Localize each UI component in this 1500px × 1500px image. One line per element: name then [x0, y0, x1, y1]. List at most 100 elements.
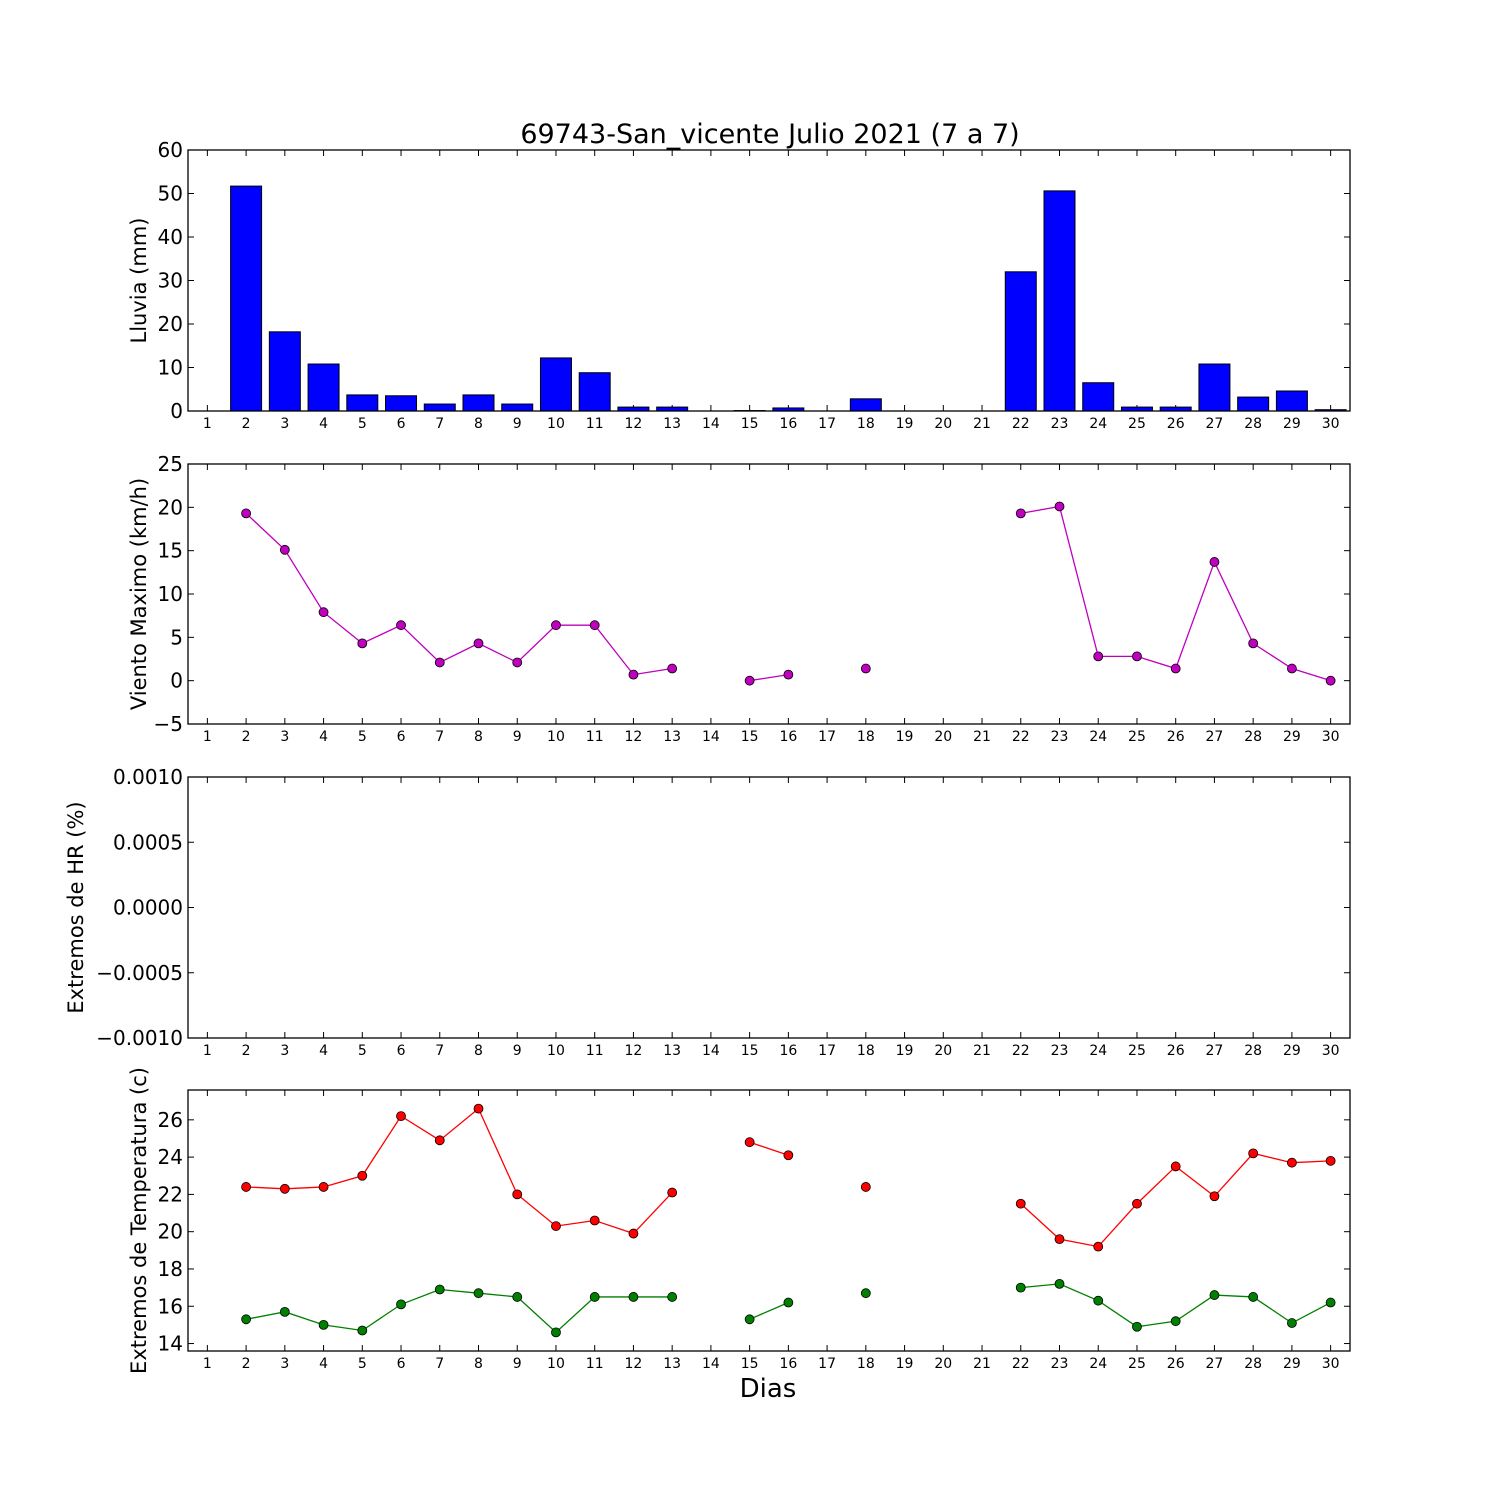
x-tick-label: 26 [1167, 1043, 1185, 1059]
x-tick-label: 17 [818, 416, 836, 432]
data-point [1015, 1282, 1026, 1293]
data-point [667, 1292, 678, 1302]
data-point [241, 1182, 252, 1192]
x-tick-label: 3 [280, 1043, 289, 1059]
axes-frame [187, 463, 1351, 725]
data-point [1170, 1161, 1181, 1172]
x-tick-label: 19 [896, 729, 914, 745]
x-tick-label: 28 [1244, 1356, 1262, 1372]
series-1 [230, 185, 1347, 412]
data-point [357, 638, 368, 649]
x-tick-label: 23 [1051, 416, 1069, 432]
y-tick-label: −0.0010 [96, 1026, 183, 1050]
axes-frame [187, 1089, 1351, 1352]
data-point [589, 1292, 600, 1302]
x-tick-label: 19 [896, 1356, 914, 1372]
x-tick-label: 30 [1322, 729, 1340, 745]
x-tick-label: 17 [818, 729, 836, 745]
data-point [1093, 1241, 1104, 1252]
data-point [744, 675, 755, 686]
bar [462, 394, 495, 412]
x-tick-label: 11 [586, 416, 604, 432]
y-tick-label: 5 [170, 625, 183, 649]
x-tick-label: 25 [1128, 1043, 1146, 1059]
series-line [1020, 505, 1331, 682]
series-line [246, 1107, 673, 1235]
x-tick-label: 15 [741, 1043, 759, 1059]
data-point [1325, 1297, 1336, 1308]
bar [423, 403, 456, 412]
x-tick-label: 26 [1167, 416, 1185, 432]
x-tick-label: 2 [242, 416, 251, 432]
data-point [1248, 638, 1259, 649]
data-point [434, 1284, 445, 1295]
data-point [1015, 508, 1026, 519]
data-point [1209, 1290, 1220, 1300]
data-point [318, 1182, 329, 1192]
data-point [1248, 1292, 1259, 1302]
y-tick-label: 30 [158, 269, 183, 293]
data-point [1054, 1278, 1065, 1289]
series-line [245, 512, 673, 676]
x-tick-label: 18 [857, 729, 875, 745]
x-tick-label: 11 [586, 1356, 604, 1372]
x-tick-label: 12 [625, 1356, 643, 1372]
chart-title: 69743-San_vicente Julio 2021 (7 a 7) [520, 119, 1019, 150]
x-tick-label: 18 [857, 416, 875, 432]
x-tick-label: 10 [547, 1043, 565, 1059]
x-tick-label: 9 [513, 416, 522, 432]
x-tick-label: 7 [435, 416, 444, 432]
x-tick-label: 10 [547, 1356, 565, 1372]
series-line [749, 673, 789, 682]
x-tick-label: 27 [1206, 729, 1224, 745]
data-point [1325, 675, 1336, 686]
x-tick-label: 13 [663, 1043, 681, 1059]
data-point [744, 1137, 755, 1148]
bar [501, 403, 534, 412]
x-tick-label: 29 [1283, 416, 1301, 432]
x-tick-label: 22 [1012, 1043, 1030, 1059]
series-line [749, 1141, 789, 1156]
data-point [512, 657, 523, 668]
x-tick-label: 28 [1244, 1043, 1262, 1059]
data-point [396, 1111, 406, 1121]
data-point [241, 508, 252, 519]
y-tick-label: 60 [158, 138, 183, 162]
x-tick-label: 4 [319, 416, 328, 432]
y-axis-label: Extremos de HR (%) [64, 801, 88, 1013]
x-tick-label: 3 [280, 729, 289, 745]
data-point [396, 1299, 406, 1310]
x-tick-label: 26 [1167, 1356, 1185, 1372]
bar [1237, 396, 1270, 412]
data-point [512, 1189, 523, 1200]
x-tick-label: 24 [1089, 729, 1107, 745]
x-tick-label: 18 [857, 1043, 875, 1059]
x-tick-label: 23 [1051, 1043, 1069, 1059]
axes-frame [187, 776, 1351, 1039]
bar [539, 357, 572, 412]
y-tick-label: 15 [158, 539, 183, 563]
y-tick-label: −5 [154, 712, 183, 736]
y-tick-label: 10 [158, 356, 183, 380]
x-tick-label: 26 [1167, 729, 1185, 745]
data-point [628, 669, 639, 680]
data-point [318, 1320, 329, 1330]
data-point [589, 620, 600, 631]
data-point [279, 544, 290, 555]
data-point [473, 1103, 484, 1114]
data-point [860, 1288, 871, 1299]
data-point [551, 620, 561, 631]
x-tick-label: 25 [1128, 1356, 1146, 1372]
x-tick-label: 14 [702, 1356, 720, 1372]
x-tick-label: 10 [547, 416, 565, 432]
x-tick-label: 8 [474, 416, 483, 432]
data-point [1054, 501, 1065, 512]
bar [1004, 271, 1037, 412]
bar [849, 398, 882, 412]
y-tick-label: 22 [158, 1182, 183, 1206]
data-point [473, 1288, 484, 1299]
data-point [551, 1327, 561, 1338]
x-tick-label: 1 [203, 1043, 212, 1059]
